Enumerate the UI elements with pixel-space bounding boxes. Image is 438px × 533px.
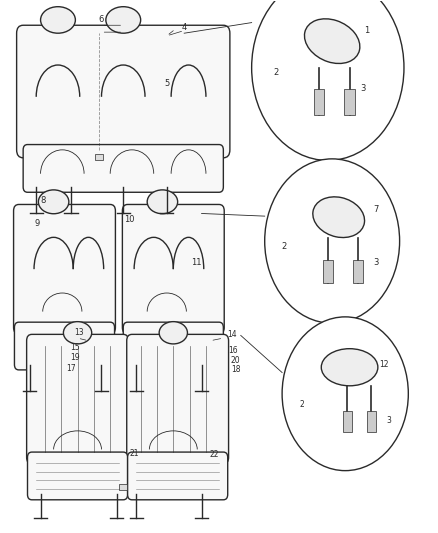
Bar [314,89,324,115]
Bar [353,260,364,284]
Bar [367,411,376,432]
Text: 3: 3 [360,84,365,93]
Ellipse shape [321,349,378,386]
Ellipse shape [64,321,92,344]
Text: 11: 11 [191,258,201,266]
Text: 8: 8 [40,196,46,205]
Text: 2: 2 [299,400,304,409]
Text: 16: 16 [228,346,238,355]
Ellipse shape [304,19,360,63]
Ellipse shape [39,190,69,214]
FancyBboxPatch shape [27,334,128,464]
Circle shape [282,317,408,471]
Ellipse shape [147,190,178,214]
Text: 2: 2 [282,242,287,251]
FancyBboxPatch shape [23,144,223,192]
Bar [119,484,127,490]
FancyBboxPatch shape [123,322,223,370]
Text: 3: 3 [373,258,378,266]
Text: 3: 3 [386,416,391,425]
FancyBboxPatch shape [127,334,229,464]
Text: 13: 13 [74,328,84,337]
Circle shape [265,159,399,323]
Ellipse shape [159,321,187,344]
FancyBboxPatch shape [122,205,224,334]
Bar [343,411,352,432]
Ellipse shape [106,7,141,33]
Text: 18: 18 [232,366,241,374]
Text: 1: 1 [364,26,370,35]
Bar [95,154,103,160]
Text: 9: 9 [35,219,40,228]
Text: 4: 4 [182,23,187,33]
Text: 17: 17 [66,365,76,373]
Text: 21: 21 [129,449,139,458]
FancyBboxPatch shape [127,452,228,500]
Text: 15: 15 [71,343,80,352]
Bar [113,354,121,362]
Text: 10: 10 [124,215,135,224]
FancyBboxPatch shape [14,322,115,370]
FancyBboxPatch shape [14,205,116,334]
FancyBboxPatch shape [28,452,127,500]
Text: 20: 20 [231,357,240,366]
Text: 12: 12 [380,360,389,369]
Text: 19: 19 [71,353,80,362]
Bar [322,260,333,284]
Text: 2: 2 [273,68,278,77]
Bar [344,89,355,115]
Circle shape [252,0,404,160]
Ellipse shape [41,7,75,33]
Text: 5: 5 [164,79,170,88]
Text: 6: 6 [99,15,104,25]
Text: 22: 22 [210,450,219,459]
Ellipse shape [313,197,364,238]
Text: 7: 7 [373,205,378,214]
FancyBboxPatch shape [17,25,230,158]
Text: 14: 14 [227,330,237,339]
